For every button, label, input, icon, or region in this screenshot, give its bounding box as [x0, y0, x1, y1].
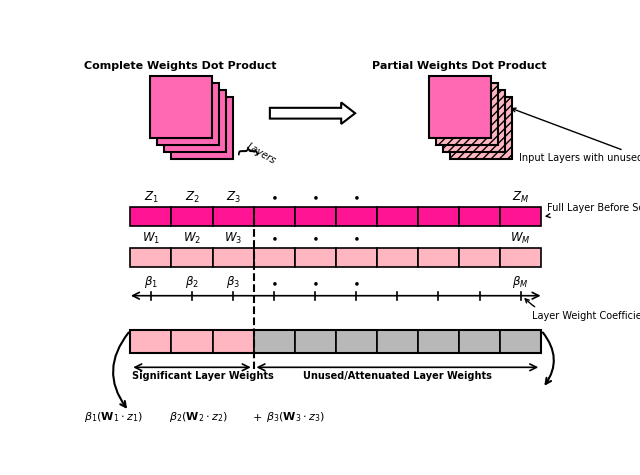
Text: $\beta_2(\mathbf{W}_2 \cdot z_2)$: $\beta_2(\mathbf{W}_2 \cdot z_2)$ — [169, 410, 228, 424]
Bar — [212, 330, 253, 353]
Text: $Z_1$: $Z_1$ — [143, 190, 158, 205]
Text: $\bullet$: $\bullet$ — [270, 276, 278, 290]
Bar — [459, 248, 500, 267]
Text: Complete Weights Dot Product: Complete Weights Dot Product — [84, 61, 277, 71]
Text: {: { — [234, 145, 254, 159]
Text: $\beta_1$: $\beta_1$ — [144, 274, 158, 290]
Bar — [336, 248, 377, 267]
Bar — [157, 83, 219, 145]
Text: $Z_3$: $Z_3$ — [226, 190, 241, 205]
Text: $W_2$: $W_2$ — [183, 230, 201, 246]
Bar — [459, 207, 500, 227]
Bar — [131, 207, 172, 227]
Text: $W_1$: $W_1$ — [142, 230, 160, 246]
Bar — [294, 248, 336, 267]
Bar — [253, 330, 294, 353]
Polygon shape — [270, 103, 355, 124]
Text: $W_M$: $W_M$ — [510, 230, 531, 246]
Bar — [500, 330, 541, 353]
Text: $\bullet$: $\bullet$ — [311, 231, 319, 244]
Text: $\bullet$: $\bullet$ — [353, 190, 360, 203]
Bar — [459, 330, 500, 353]
Bar — [377, 207, 418, 227]
Bar — [436, 83, 498, 145]
Bar — [294, 330, 336, 353]
Text: Partial Weights Dot Product: Partial Weights Dot Product — [372, 61, 547, 71]
Text: $\bullet$: $\bullet$ — [353, 276, 360, 290]
Bar — [500, 207, 541, 227]
Text: $Z_2$: $Z_2$ — [184, 190, 200, 205]
Bar — [253, 207, 294, 227]
Bar — [418, 248, 459, 267]
Bar — [500, 248, 541, 267]
Bar — [336, 330, 377, 353]
Bar — [377, 330, 418, 353]
Bar — [172, 207, 212, 227]
Text: Layer Weight Coefficients: Layer Weight Coefficients — [525, 299, 640, 321]
Bar — [172, 248, 212, 267]
Text: $\beta_1(\mathbf{W}_1 \cdot z_1)$: $\beta_1(\mathbf{W}_1 \cdot z_1)$ — [84, 410, 143, 424]
Bar — [164, 90, 226, 152]
Text: Full Layer Before Scaling: Full Layer Before Scaling — [546, 203, 640, 218]
Bar — [253, 248, 294, 267]
Text: $\bullet$: $\bullet$ — [353, 231, 360, 244]
Text: $\beta_2$: $\beta_2$ — [185, 274, 199, 290]
Text: $\beta_M$: $\beta_M$ — [513, 274, 529, 290]
Bar — [150, 76, 212, 138]
Text: $\beta_3(\mathbf{W}_3 \cdot z_3)$: $\beta_3(\mathbf{W}_3 \cdot z_3)$ — [266, 410, 324, 424]
Text: $+$: $+$ — [252, 412, 262, 423]
Bar — [429, 76, 491, 138]
Text: Input Layers with unused Inputs Channels/Neurons: Input Layers with unused Inputs Channels… — [512, 108, 640, 163]
Bar — [418, 330, 459, 353]
Bar — [212, 248, 253, 267]
Bar — [172, 330, 212, 353]
Bar — [171, 97, 233, 159]
Bar — [443, 90, 505, 152]
Bar — [336, 207, 377, 227]
Text: Significant Layer Weights: Significant Layer Weights — [132, 371, 274, 381]
Bar — [450, 97, 511, 159]
Text: $\bullet$: $\bullet$ — [311, 190, 319, 203]
Bar — [131, 330, 541, 353]
Bar — [377, 248, 418, 267]
Text: Layers: Layers — [245, 142, 278, 166]
Bar — [131, 248, 172, 267]
Text: Unused/Attenuated Layer Weights: Unused/Attenuated Layer Weights — [303, 371, 492, 381]
Text: $\bullet$: $\bullet$ — [270, 190, 278, 203]
Bar — [212, 207, 253, 227]
Text: $\beta_3$: $\beta_3$ — [226, 274, 240, 290]
Bar — [418, 207, 459, 227]
Text: $\bullet$: $\bullet$ — [311, 276, 319, 290]
Bar — [294, 207, 336, 227]
Text: $W_3$: $W_3$ — [224, 230, 242, 246]
Text: $Z_M$: $Z_M$ — [512, 190, 529, 205]
Text: $\bullet$: $\bullet$ — [270, 231, 278, 244]
Bar — [131, 330, 172, 353]
